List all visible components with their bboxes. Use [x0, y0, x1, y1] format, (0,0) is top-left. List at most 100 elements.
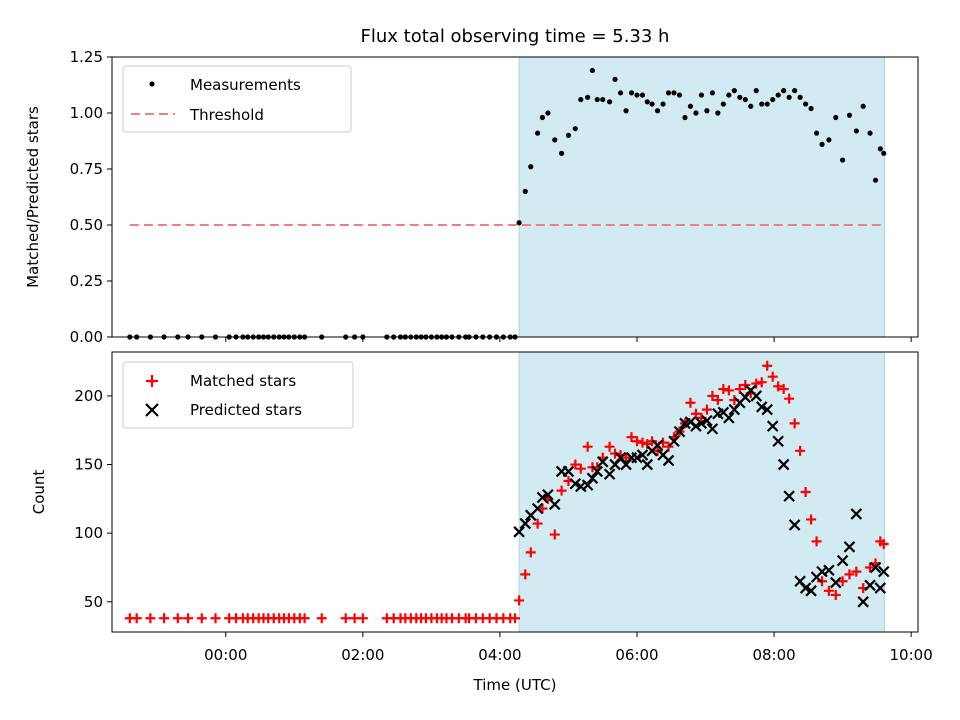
- matched-star-point: [844, 569, 855, 580]
- measurement-point: [877, 146, 883, 152]
- measurement-point: [802, 101, 809, 107]
- measurement-point: [775, 92, 781, 98]
- measurement-point: [539, 114, 546, 121]
- matched-star-point: [210, 613, 221, 624]
- measurement-point: [742, 96, 748, 103]
- measurement-point: [808, 105, 814, 112]
- y-tick-label: 1.25: [70, 48, 103, 66]
- matched-star-point: [510, 613, 520, 624]
- predicted-star-point: [591, 465, 604, 478]
- legend-predicted-marker: [145, 403, 159, 417]
- measurement-point: [528, 164, 534, 170]
- measurement-point: [516, 220, 522, 226]
- predicted-star-point: [536, 491, 549, 504]
- predicted-star-point: [603, 468, 616, 480]
- predicted-star-point: [783, 490, 795, 502]
- matched-star-point: [663, 441, 674, 452]
- measurement-point: [753, 88, 759, 94]
- measurement-point: [572, 126, 578, 132]
- matched-star-point: [575, 463, 586, 474]
- matched-star-point: [582, 441, 593, 452]
- matched-star-point: [707, 390, 718, 401]
- measurement-point: [709, 90, 715, 96]
- legend-predicted-label: Predicted stars: [190, 401, 302, 419]
- x-tick-label: 00:00: [204, 646, 247, 664]
- x-tick-label: 06:00: [615, 646, 658, 664]
- predicted-star-point: [874, 582, 887, 594]
- predicted-star-point: [823, 564, 835, 577]
- predicted-star-point: [869, 561, 882, 574]
- measurement-point: [628, 90, 635, 96]
- matched-star-point: [532, 518, 543, 529]
- matched-star-point: [525, 547, 536, 558]
- matched-star-point: [778, 384, 789, 395]
- x-tick-label: 02:00: [341, 646, 384, 664]
- predicted-star-point: [531, 502, 544, 515]
- predicted-star-point: [569, 477, 582, 490]
- bottom-legend: Matched stars Predicted stars: [122, 361, 354, 429]
- matched-star-point: [773, 381, 784, 392]
- measurement-point: [840, 157, 846, 163]
- matched-star-point: [299, 613, 310, 624]
- measurement-point: [698, 92, 705, 98]
- matched-star-point: [851, 566, 862, 577]
- bottom-y-axis-label: Count: [30, 470, 48, 515]
- predicted-star-point: [651, 439, 664, 452]
- matched-star-point: [718, 384, 729, 395]
- measurement-point: [770, 96, 776, 103]
- measurement-point: [786, 94, 792, 100]
- measurement-point: [654, 108, 661, 114]
- predicted-star-point: [799, 582, 812, 594]
- matched-star-point: [690, 408, 701, 419]
- matched-star-point: [811, 536, 822, 547]
- predicted-star-point: [788, 519, 801, 531]
- matched-star-point: [865, 562, 876, 573]
- matched-star-point: [196, 613, 207, 624]
- predicted-star-point: [766, 420, 779, 432]
- matched-star-point: [514, 595, 525, 606]
- top-y-axis-label: Matched/Predicted stars: [24, 106, 42, 288]
- measurement-point: [522, 188, 528, 194]
- measurement-point: [826, 137, 832, 143]
- measurement-point: [660, 101, 666, 107]
- y-tick-label: 1.00: [70, 104, 103, 122]
- predicted-star-point: [519, 517, 532, 530]
- matched-star-point: [340, 613, 351, 624]
- measurement-point: [634, 92, 640, 98]
- matched-star-point: [631, 436, 642, 447]
- measurement-point: [682, 114, 688, 121]
- measurement-point: [704, 108, 710, 114]
- predicted-star-point: [755, 401, 768, 413]
- predicted-star-point: [673, 425, 686, 438]
- measurement-points: [127, 67, 887, 340]
- bottom-legend-box: [122, 361, 354, 429]
- predicted-star-point: [581, 479, 594, 491]
- measurement-point: [797, 94, 803, 100]
- predicted-star-point: [701, 414, 713, 427]
- matched-star-point: [712, 395, 723, 406]
- measurement-point: [846, 112, 853, 118]
- measurement-point: [781, 88, 787, 94]
- matched-star-point: [878, 539, 889, 550]
- legend-matched-label: Matched stars: [190, 372, 296, 390]
- top-legend-box: [122, 65, 352, 133]
- matched-star-point: [556, 485, 567, 496]
- predicted-star-point: [562, 465, 575, 478]
- bottom-panel: 50 100 150 200 00:00 02:00 04:00 06:00 08:00 10:…: [30, 351, 933, 694]
- measurement-point: [737, 94, 743, 100]
- measurement-point: [748, 103, 754, 109]
- matched-stars-points: [124, 360, 889, 624]
- matched-star-point: [316, 613, 327, 624]
- measurement-point: [623, 108, 629, 114]
- legend-threshold-label: Threshold: [189, 106, 264, 124]
- measurement-point: [693, 110, 699, 116]
- predicted-star-point: [864, 579, 876, 592]
- matched-star-point: [723, 385, 734, 396]
- predicted-star-point: [631, 451, 643, 464]
- measurement-point: [819, 141, 825, 147]
- measurement-point: [617, 90, 624, 96]
- bottom-x-ticks: 00:00 02:00 04:00 06:00 08:00 10:00: [204, 632, 933, 664]
- y-tick-label: 0.75: [70, 160, 103, 178]
- matched-star-point: [604, 441, 615, 452]
- measurement-point: [644, 99, 650, 105]
